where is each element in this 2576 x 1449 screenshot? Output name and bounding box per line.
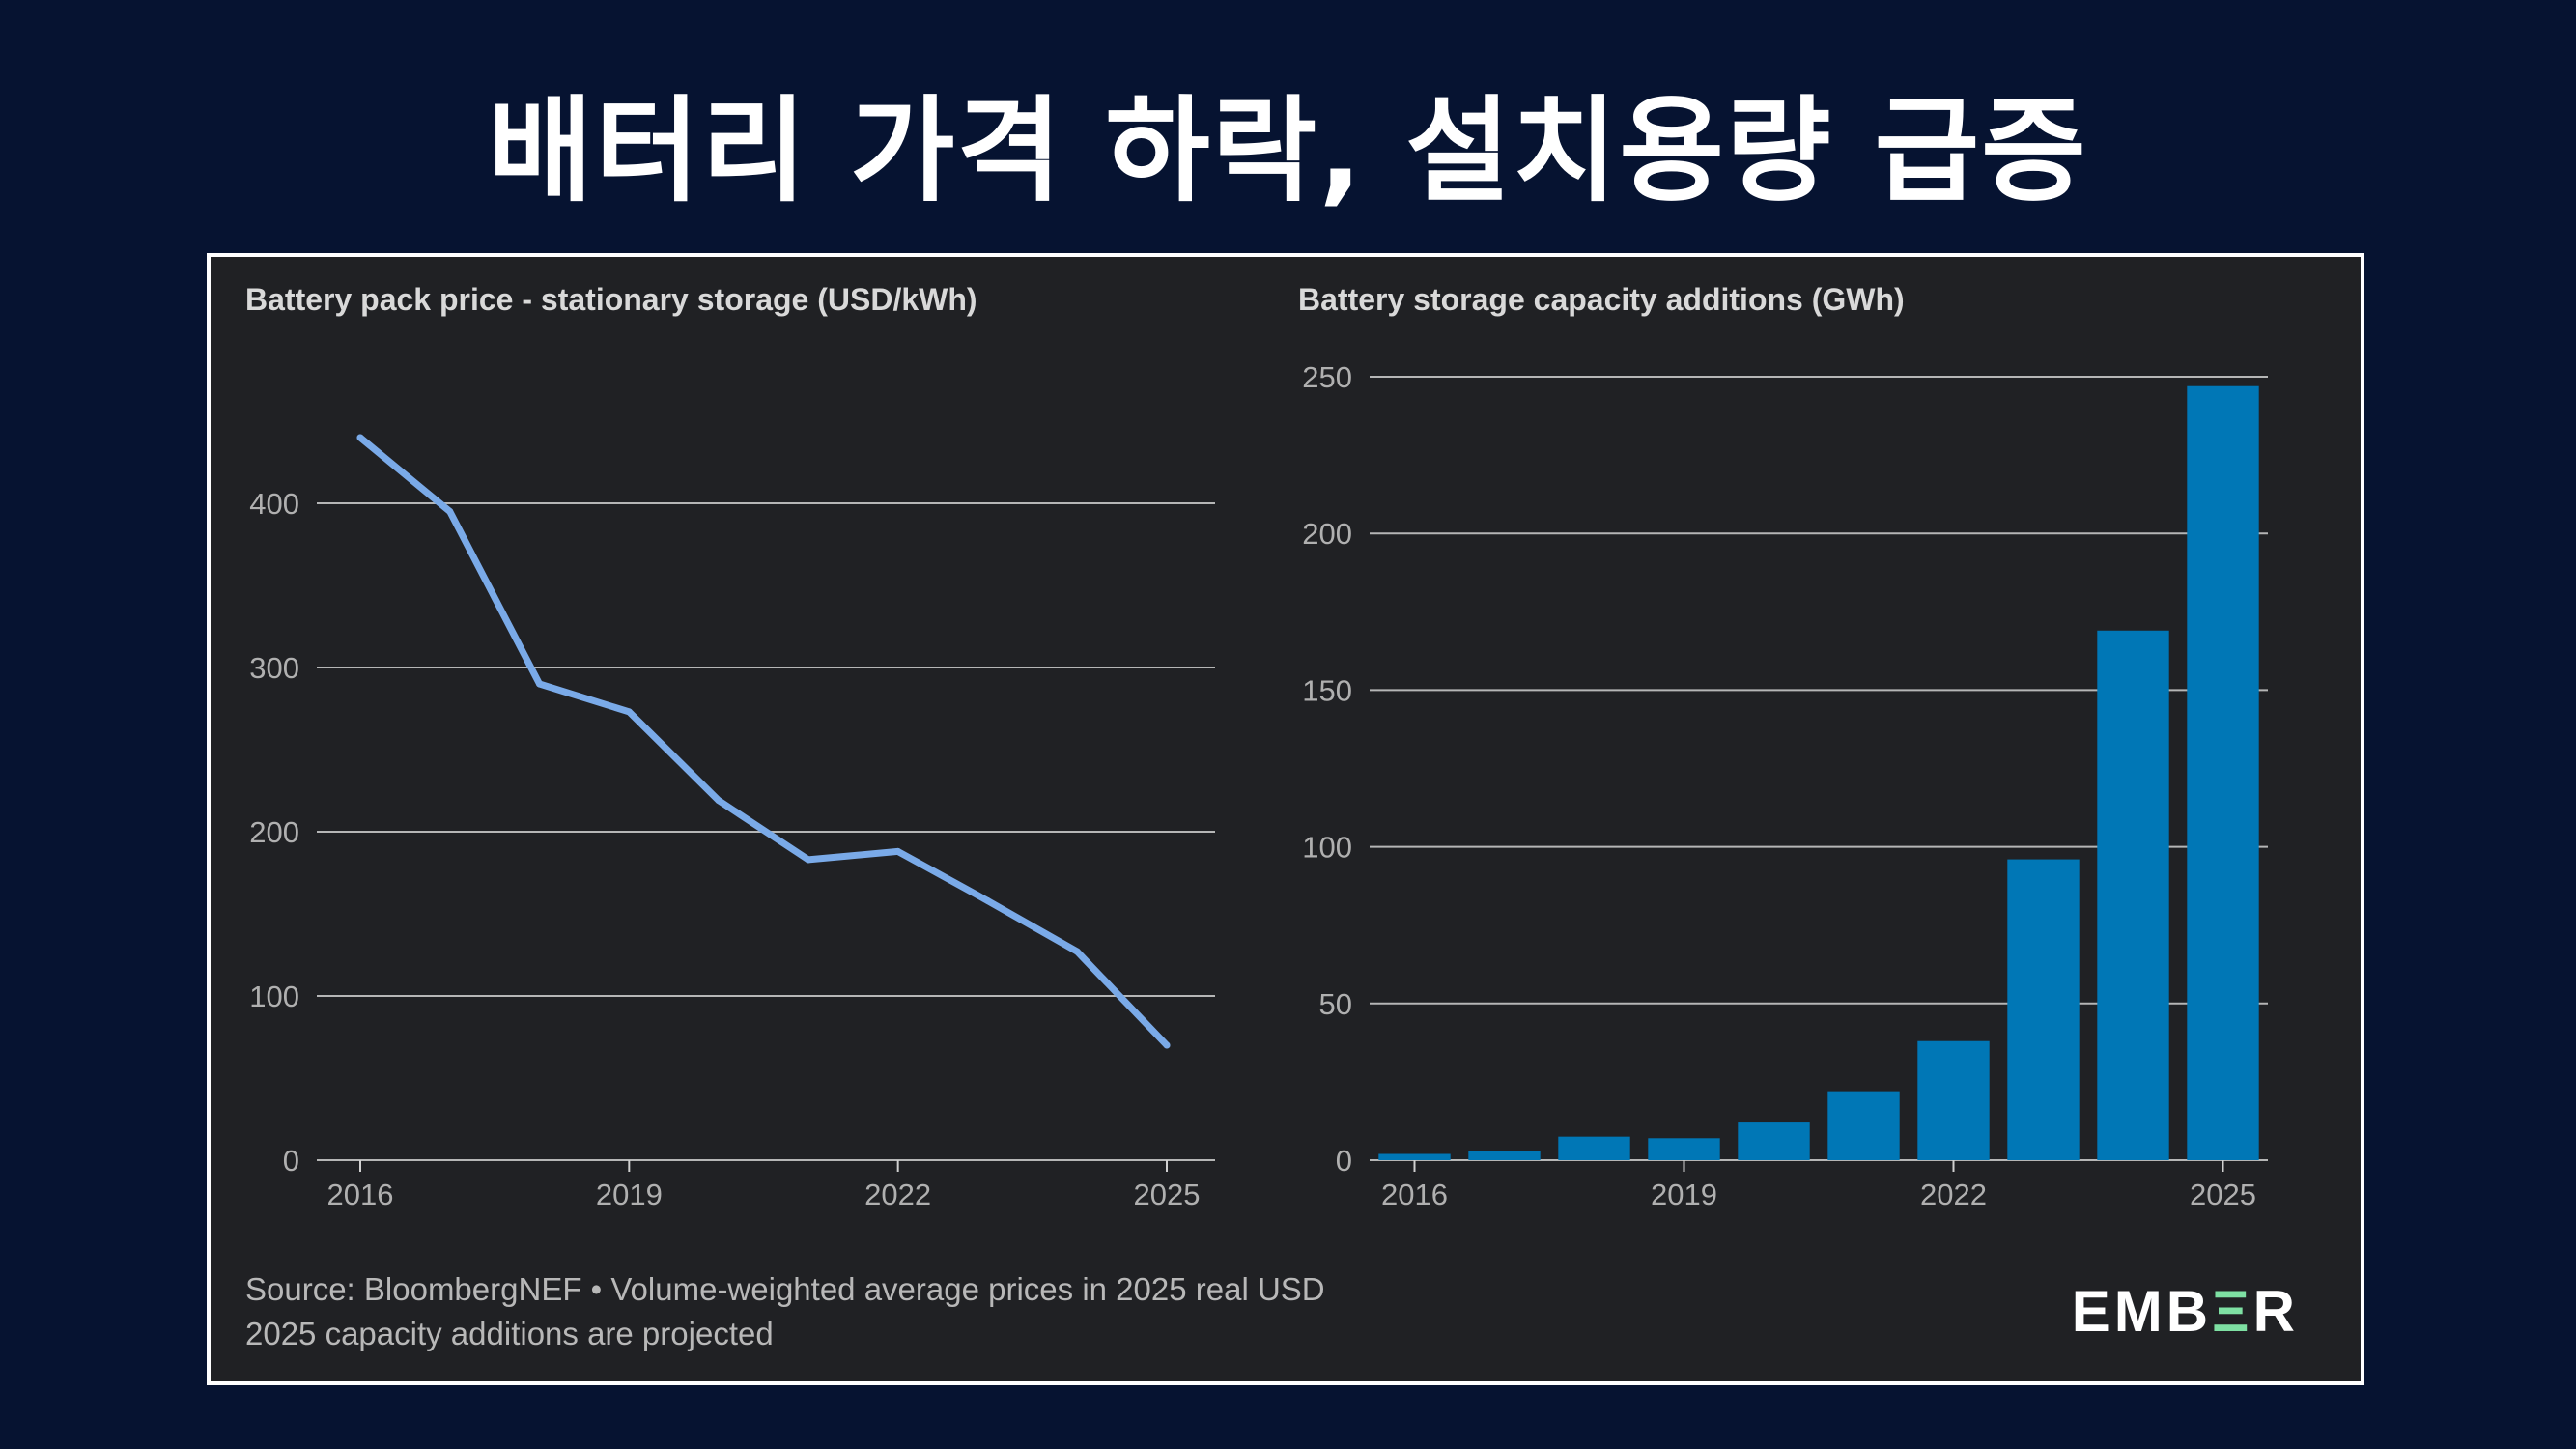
capacity-bar [2187,385,2259,1160]
price-series-line [356,434,1171,1049]
capacity-x-tick: 2019 [1651,1178,1717,1211]
price-point [1073,948,1081,955]
capacity-chart-title: Battery storage capacity additions (GWh) [1298,282,1905,317]
price-point [536,680,544,688]
price-y-tick: 0 [283,1144,299,1178]
capacity-bar [1827,1091,1900,1160]
price-point [805,856,812,864]
capacity-y-tick: 200 [1302,517,1352,551]
price-point [446,508,454,515]
price-x-tick: 2022 [864,1178,931,1211]
capacity-bar [1738,1122,1810,1160]
capacity-bar [2097,630,2169,1160]
price-y-tick: 100 [249,980,299,1013]
price-point [1163,1041,1171,1049]
price-y-tick: 400 [249,487,299,521]
capacity-y-tick: 150 [1302,673,1352,707]
capacity-x-tick: 2016 [1381,1178,1448,1211]
capacity-bar [1558,1136,1630,1160]
price-chart-title: Battery pack price - stationary storage … [245,282,977,317]
chart-panel: Battery pack price - stationary storage … [207,253,2364,1385]
price-x-tick: 2016 [327,1178,394,1211]
capacity-bar [2007,859,2080,1160]
capacity-y-tick: 50 [1319,987,1352,1021]
capacity-y-tick: 100 [1302,831,1352,865]
price-y-tick: 300 [249,651,299,685]
price-point [983,896,991,904]
price-y-tick: 200 [249,815,299,849]
capacity-x-tick: 2025 [2190,1178,2256,1211]
headline: 배터리 가격 하락, 설치용량 급증 [488,84,2088,217]
capacity-bar [1468,1151,1541,1160]
capacity-y-tick: 250 [1302,360,1352,394]
source-note: Source: BloombergNEF • Volume-weighted a… [245,1271,1325,1307]
price-x-tick: 2019 [596,1178,663,1211]
capacity-bar [1378,1153,1451,1160]
price-point [625,708,633,716]
capacity-y-tick: 0 [1336,1144,1352,1178]
price-point [715,797,722,805]
capacity-bar [1917,1040,1990,1160]
capacity-bar [1648,1138,1720,1160]
price-x-tick: 2025 [1134,1178,1201,1211]
projection-note: 2025 capacity additions are projected [245,1316,774,1351]
capacity-x-tick: 2022 [1920,1178,1987,1211]
charts-canvas: 0 100 200 300 400 2016 2019 2022 2025 0 50 100 150 20… [249,360,2268,1211]
ember-logo: EMBΞR [2071,1279,2299,1344]
price-point [894,847,902,855]
price-point [356,434,364,441]
